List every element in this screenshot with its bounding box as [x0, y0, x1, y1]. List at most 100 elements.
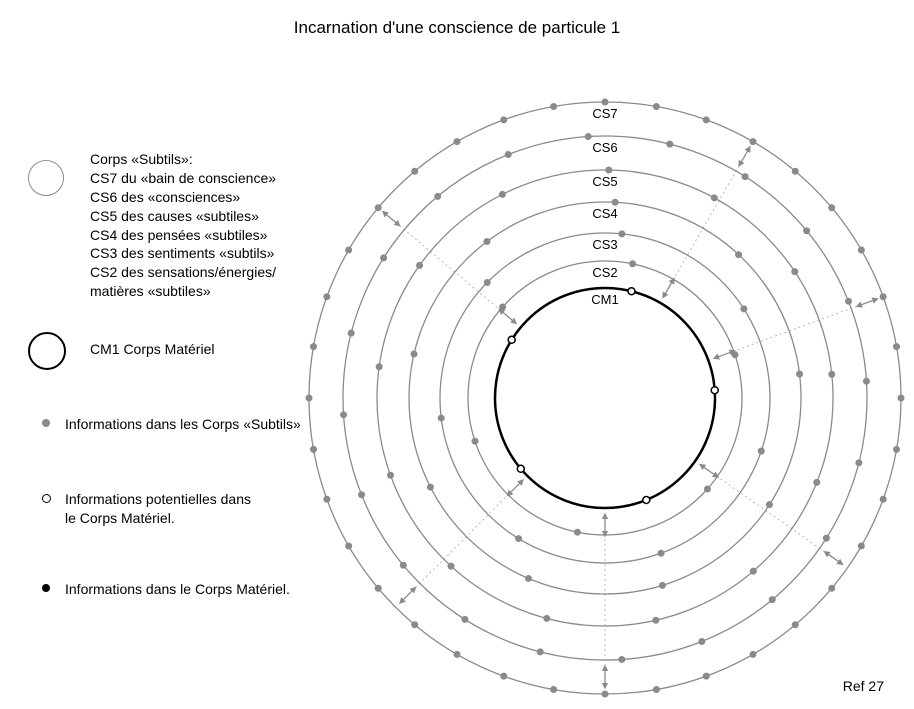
grey-dot — [574, 529, 581, 536]
grey-dot — [340, 411, 347, 418]
grey-dot — [703, 116, 710, 123]
grey-dot — [858, 543, 865, 550]
open-dot — [517, 465, 524, 472]
grey-dot — [893, 343, 900, 350]
grey-dot — [411, 621, 418, 628]
grey-dot — [438, 415, 445, 422]
radial-arrow — [825, 552, 843, 565]
radial-arrow-connector — [718, 477, 824, 552]
radial-arrow — [499, 309, 516, 323]
grey-dot — [653, 103, 660, 110]
grey-dot — [484, 279, 491, 286]
grey-dot — [454, 138, 461, 145]
grey-dot — [345, 247, 352, 254]
grey-dot — [323, 293, 330, 300]
grey-dot — [537, 648, 544, 655]
grey-dot — [323, 496, 330, 503]
grey-dot — [515, 535, 522, 542]
grey-dot — [766, 501, 773, 508]
grey-dot — [823, 535, 830, 542]
grey-dot — [416, 262, 423, 269]
radial-arrow — [663, 278, 674, 297]
grey-dot — [427, 484, 434, 491]
grey-dot — [550, 103, 557, 110]
grey-dot — [618, 230, 625, 237]
grey-dot — [400, 562, 407, 569]
grey-dot — [855, 459, 862, 466]
grey-dot — [863, 378, 870, 385]
grey-dot — [612, 199, 619, 206]
grey-dot — [348, 330, 355, 337]
grey-dot — [845, 298, 852, 305]
grey-dot — [605, 167, 612, 174]
grey-dot — [792, 168, 799, 175]
grey-dot — [653, 686, 660, 693]
grey-dot — [500, 673, 507, 680]
grey-dot — [434, 193, 441, 200]
ring-label: CS6 — [592, 140, 617, 155]
grey-dot — [380, 254, 387, 261]
ring-label: CS7 — [592, 106, 617, 121]
grey-dot — [585, 133, 592, 140]
grey-dot — [411, 168, 418, 175]
ring-label: CS2 — [592, 265, 617, 280]
ring-label: CS4 — [592, 206, 617, 221]
grey-dot — [310, 343, 317, 350]
ring-CM1 — [495, 288, 715, 508]
grey-dot — [659, 582, 666, 589]
grey-dot — [796, 371, 803, 378]
grey-dot — [602, 691, 609, 698]
grey-dot — [306, 395, 313, 402]
grey-dot — [666, 141, 673, 148]
radial-arrow-connector — [735, 306, 857, 350]
grey-dot — [704, 485, 711, 492]
grey-dot — [880, 293, 887, 300]
grey-dot — [703, 673, 710, 680]
grey-dot — [791, 268, 798, 275]
grey-dot — [828, 371, 835, 378]
grey-dot — [898, 395, 905, 402]
radial-arrow-connector — [415, 496, 507, 588]
grey-dot — [758, 447, 765, 454]
grey-dot — [499, 191, 506, 198]
grey-dot — [750, 568, 757, 575]
open-dot — [508, 336, 515, 343]
grey-dot — [471, 438, 478, 445]
grey-dot — [629, 260, 636, 267]
open-dot — [711, 387, 718, 394]
grey-dot — [652, 617, 659, 624]
grey-dot — [828, 585, 835, 592]
radial-arrow — [383, 212, 400, 226]
ring-label: CS3 — [592, 237, 617, 252]
grey-dot — [602, 99, 609, 106]
radial-arrow-connector — [400, 226, 500, 310]
grey-dot — [461, 616, 468, 623]
grey-dot — [376, 363, 383, 370]
grey-dot — [742, 173, 749, 180]
grey-dot — [769, 596, 776, 603]
grey-dot — [550, 686, 557, 693]
grey-dot — [658, 550, 665, 557]
ring-label: CM1 — [591, 292, 618, 307]
grey-dot — [750, 138, 757, 145]
grey-dot — [740, 305, 747, 312]
grey-dot — [750, 651, 757, 658]
open-dot — [643, 496, 650, 503]
grey-dot — [454, 651, 461, 658]
radial-arrow — [400, 588, 416, 604]
concentric-diagram: CS7CS6CS5CS4CS3CS2CM1 — [0, 0, 914, 709]
grey-dot — [500, 116, 507, 123]
grey-dot — [387, 472, 394, 479]
grey-dot — [618, 656, 625, 663]
radial-arrow-connector — [674, 166, 739, 279]
grey-dot — [310, 446, 317, 453]
grey-dot — [813, 479, 820, 486]
grey-dot — [505, 151, 512, 158]
grey-dot — [358, 491, 365, 498]
grey-dot — [447, 563, 454, 570]
grey-dot — [732, 351, 739, 358]
grey-dot — [735, 251, 742, 258]
radial-arrow — [857, 299, 878, 307]
grey-dot — [880, 496, 887, 503]
grey-dot — [698, 638, 705, 645]
